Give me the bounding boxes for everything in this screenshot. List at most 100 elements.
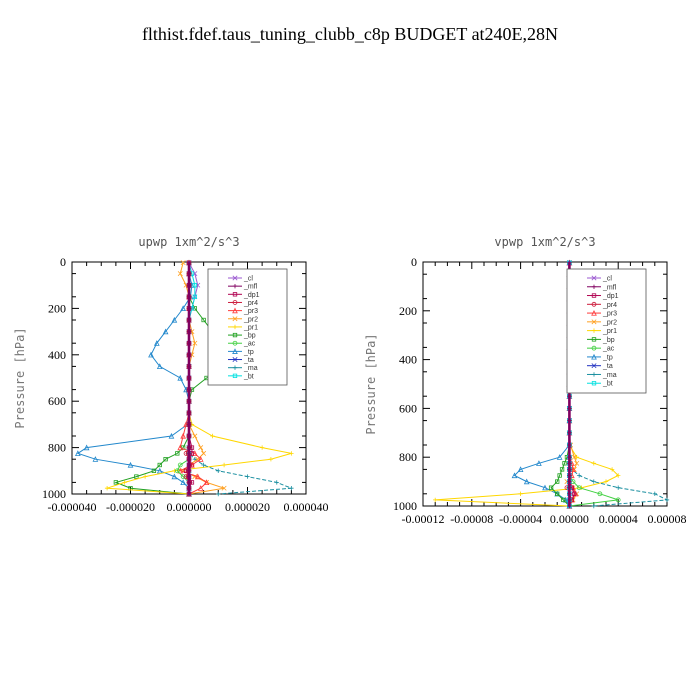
data-point xyxy=(83,444,90,451)
data-point xyxy=(148,351,154,358)
legend-entry: _mfl xyxy=(587,284,617,291)
data-point xyxy=(177,462,183,468)
data-point xyxy=(180,305,186,311)
data-point xyxy=(201,317,206,323)
legend-entry: _dp1 xyxy=(587,293,619,300)
y-tick-label: 600 xyxy=(399,401,417,415)
legend-label: _pr1 xyxy=(602,328,617,335)
legend-marker xyxy=(232,292,238,297)
legend-label: _ac xyxy=(602,346,615,353)
data-point xyxy=(186,491,192,497)
data-point xyxy=(201,450,207,456)
data-point xyxy=(186,462,192,468)
legend-marker xyxy=(591,353,597,360)
legend-label: _bt xyxy=(602,381,613,388)
data-point xyxy=(562,461,567,466)
legend-box xyxy=(207,268,288,386)
data-point xyxy=(174,468,180,474)
legend: _cl_mfl_dp1_pr4_pr3_pr2_pr1_bp_ac_tp_ta_… xyxy=(207,268,288,386)
data-point xyxy=(203,479,210,485)
data-point xyxy=(591,461,596,466)
legend-label: _pr4 xyxy=(602,302,617,309)
data-point xyxy=(113,480,119,485)
data-point xyxy=(559,467,565,472)
data-point xyxy=(259,445,265,450)
data-point xyxy=(186,486,192,491)
legend-marker xyxy=(591,301,597,307)
data-point xyxy=(192,433,198,439)
legend-label: _pr2 xyxy=(243,316,258,323)
legend-entry: _pr4 xyxy=(228,300,258,307)
x-tick-label: -0.00008 xyxy=(450,512,493,526)
data-point xyxy=(153,340,160,346)
data-point xyxy=(186,271,192,276)
data-point xyxy=(567,461,572,466)
data-point xyxy=(180,474,186,479)
panel-upwp: upwp 1xm^2/s^3 Pressure [hPa] 0 200 400 600 80… xyxy=(13,235,329,514)
data-point xyxy=(289,451,294,456)
data-point xyxy=(186,283,192,288)
y-tick-label: 400 xyxy=(399,353,417,367)
data-point xyxy=(186,341,192,346)
data-point xyxy=(289,486,294,491)
y-tick-label: 800 xyxy=(399,450,417,464)
y-tick-label: 800 xyxy=(48,441,66,455)
data-point xyxy=(157,462,162,468)
data-point xyxy=(186,422,192,427)
legend-entry: _pr1 xyxy=(228,324,258,331)
data-point xyxy=(555,479,560,484)
legend-entry: _ac xyxy=(587,346,615,353)
data-point xyxy=(597,491,603,497)
legend-label: _ta xyxy=(602,363,613,370)
data-point xyxy=(616,473,621,478)
legend-entry: _ta xyxy=(228,357,254,364)
data-point xyxy=(197,485,204,491)
y-axis-label: Pressure [hPa] xyxy=(13,327,27,428)
data-point xyxy=(567,473,572,478)
data-point xyxy=(186,468,192,473)
data-point xyxy=(186,294,192,299)
data-point xyxy=(567,491,572,496)
data-point xyxy=(122,480,127,485)
data-point xyxy=(171,473,178,480)
data-point xyxy=(557,473,562,478)
data-point xyxy=(567,485,572,490)
data-point xyxy=(192,306,198,311)
data-point xyxy=(567,497,572,503)
y-tick-label: 400 xyxy=(48,348,66,362)
legend-label: _mfl xyxy=(602,284,617,291)
data-point xyxy=(567,394,572,399)
data-point xyxy=(216,468,221,473)
data-point xyxy=(186,457,192,462)
data-point xyxy=(162,328,169,335)
legend-marker xyxy=(232,300,238,305)
legend-box xyxy=(566,268,647,394)
data-point xyxy=(433,497,438,503)
data-point xyxy=(186,352,192,357)
legend-label: _bp xyxy=(243,333,256,340)
data-point xyxy=(567,503,572,509)
data-point xyxy=(536,460,542,466)
legend-label: _pr1 xyxy=(243,324,258,331)
x-tick-label: 0.000040 xyxy=(284,500,329,514)
panel-title: upwp 1xm^2/s^3 xyxy=(138,235,239,249)
data-point xyxy=(192,340,198,346)
legend-label: _cl xyxy=(602,276,612,283)
data-point xyxy=(186,306,192,311)
legend-entry: _pr4 xyxy=(587,302,617,309)
data-point xyxy=(186,451,192,456)
data-point xyxy=(572,491,577,496)
data-point xyxy=(576,485,582,491)
y-tick-label: 200 xyxy=(399,304,417,318)
data-point xyxy=(186,317,192,323)
legend-marker xyxy=(591,345,597,351)
data-point xyxy=(186,474,192,479)
legend-marker xyxy=(591,372,597,377)
legend-entry: _pr2 xyxy=(587,319,617,326)
y-tick-label: 0 xyxy=(411,255,417,269)
legend-entry: _tp xyxy=(228,348,254,356)
data-point xyxy=(554,490,561,497)
data-point xyxy=(186,480,192,485)
y-axis-label: Pressure [hPa] xyxy=(364,333,378,434)
